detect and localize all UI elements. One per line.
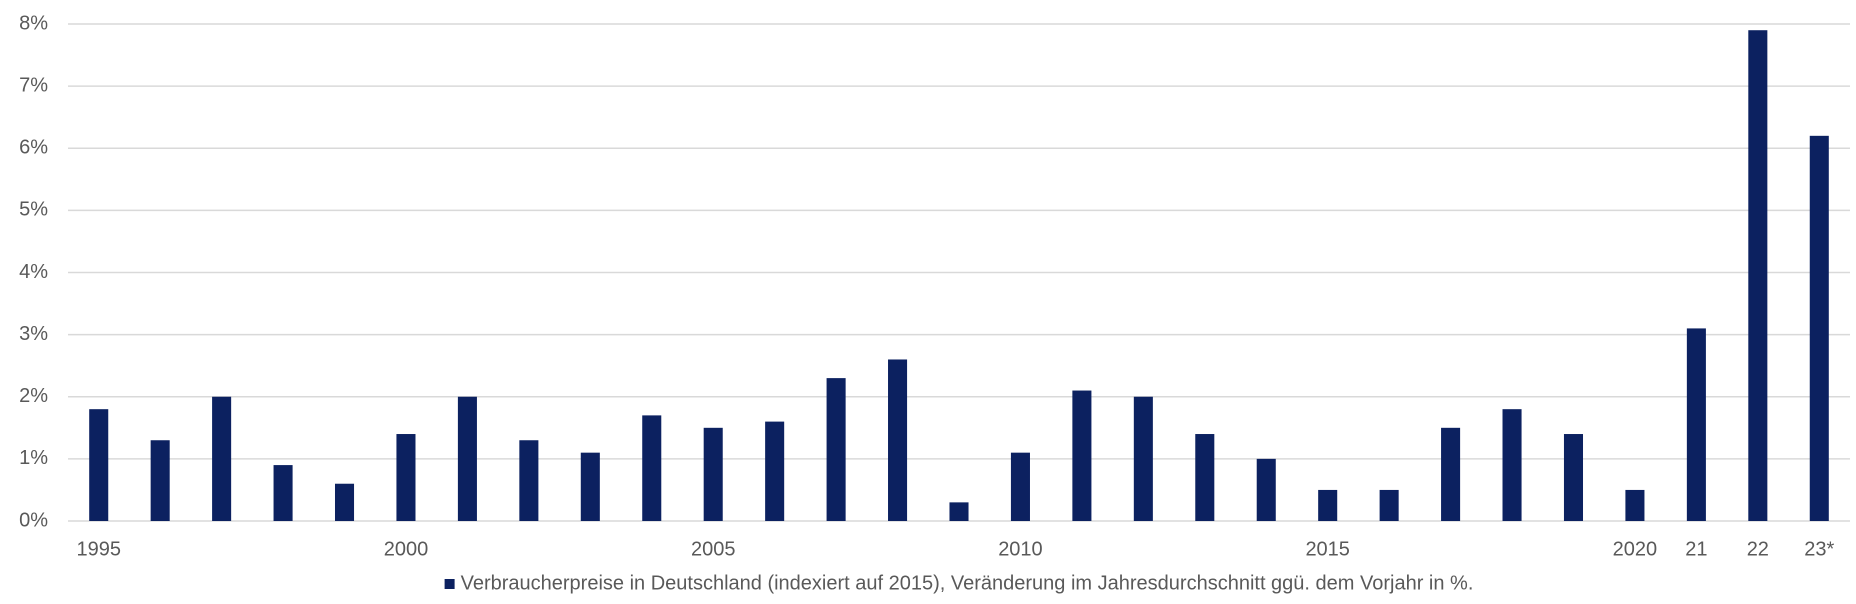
bar bbox=[1563, 434, 1584, 521]
bar bbox=[1686, 328, 1706, 521]
legend-swatch bbox=[444, 579, 455, 589]
x-tick-label: 21 bbox=[1685, 538, 1707, 560]
bar bbox=[1748, 30, 1768, 522]
y-tick-label: 6% bbox=[19, 137, 48, 159]
bar bbox=[1809, 135, 1829, 521]
bar bbox=[396, 434, 416, 521]
y-tick-label: 5% bbox=[19, 199, 48, 221]
x-tick-label: 2005 bbox=[691, 538, 736, 560]
bar bbox=[1318, 489, 1338, 521]
bar bbox=[1256, 458, 1276, 521]
bar bbox=[888, 359, 908, 521]
x-tick-label: 22 bbox=[1747, 538, 1769, 560]
bar bbox=[150, 440, 170, 521]
bar bbox=[826, 378, 846, 521]
bar bbox=[273, 465, 293, 521]
bar bbox=[703, 427, 723, 521]
bar bbox=[580, 452, 600, 521]
bar bbox=[1379, 489, 1399, 521]
bar bbox=[949, 502, 969, 521]
y-tick-label: 0% bbox=[19, 509, 48, 531]
legend-label: Verbraucherpreise in Deutschland (indexi… bbox=[461, 572, 1474, 594]
bar bbox=[334, 483, 355, 521]
x-tick-label: 1995 bbox=[76, 538, 121, 560]
y-tick-label: 2% bbox=[19, 385, 48, 407]
bar bbox=[1010, 452, 1030, 521]
bar bbox=[212, 396, 232, 521]
bar bbox=[1133, 396, 1153, 521]
x-tick-label: 2015 bbox=[1305, 538, 1350, 560]
bar bbox=[1502, 409, 1522, 521]
bar bbox=[642, 415, 662, 521]
y-tick-label: 1% bbox=[19, 447, 48, 469]
x-tick-label: 2000 bbox=[384, 538, 429, 560]
bar bbox=[457, 396, 477, 521]
y-tick-label: 3% bbox=[19, 323, 48, 345]
bar bbox=[1441, 427, 1461, 521]
x-tick-label: 23* bbox=[1804, 538, 1834, 560]
bar bbox=[1625, 489, 1645, 521]
bar bbox=[1072, 390, 1092, 521]
bar bbox=[519, 440, 539, 521]
y-tick-label: 7% bbox=[19, 74, 48, 96]
bar bbox=[89, 409, 109, 521]
y-tick-label: 8% bbox=[19, 12, 48, 34]
bar bbox=[765, 421, 785, 521]
x-tick-label: 2020 bbox=[1613, 538, 1658, 560]
y-tick-label: 4% bbox=[19, 261, 48, 283]
x-tick-label: 2010 bbox=[998, 538, 1043, 560]
bar bbox=[1195, 434, 1215, 521]
